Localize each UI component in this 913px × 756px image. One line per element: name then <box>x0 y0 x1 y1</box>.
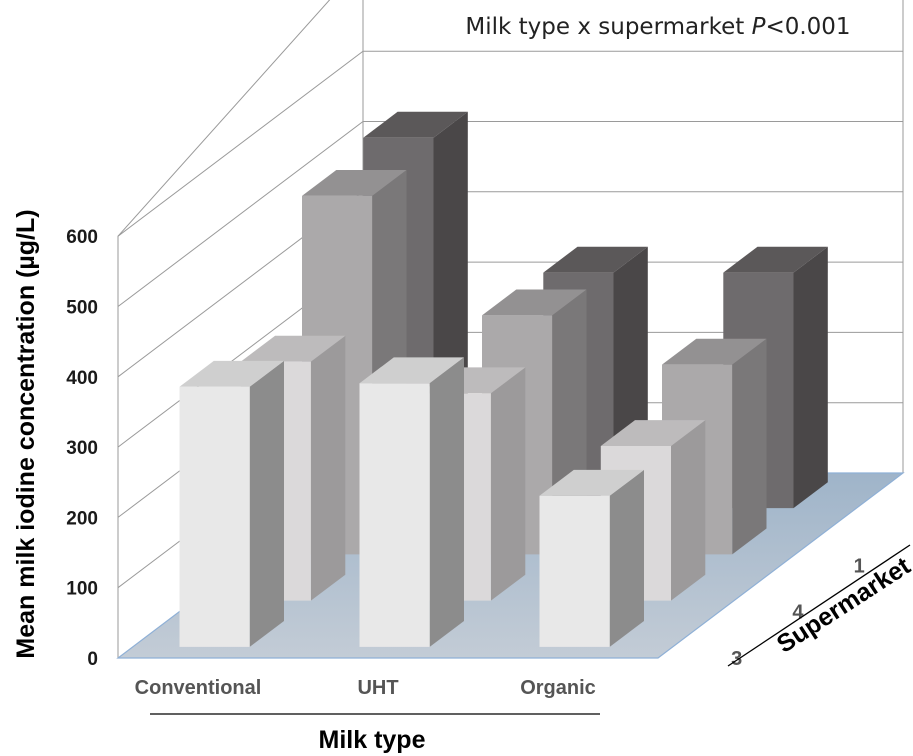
bar <box>359 357 464 647</box>
bar-top <box>543 246 648 273</box>
category-label: Organic <box>520 677 596 699</box>
y-tick-label: 400 <box>66 368 98 389</box>
series-label: 3 <box>731 648 742 670</box>
y-tick-label: 0 <box>87 649 98 670</box>
series-label: 4 <box>792 602 804 624</box>
y-tick-label: 100 <box>66 579 98 600</box>
bar-top <box>662 338 767 365</box>
bar-side <box>732 338 767 555</box>
bar-top <box>359 357 464 384</box>
chart-title: Milk type x supermarket P<0.001 <box>465 14 850 40</box>
bar-side <box>249 360 284 647</box>
bar <box>179 360 284 647</box>
bar-top <box>363 111 468 138</box>
bar-top <box>723 246 828 273</box>
bar-side <box>429 357 464 647</box>
y-tick-label: 200 <box>66 508 98 529</box>
category-label: Conventional <box>135 677 262 699</box>
back-wall-edge <box>902 0 904 473</box>
y-tick-label: 500 <box>66 298 98 319</box>
bar-front <box>539 495 610 647</box>
bar <box>539 469 644 647</box>
category-label: UHT <box>357 677 398 699</box>
depth-axis-rule <box>727 544 911 667</box>
gridline <box>117 50 903 237</box>
x-axis-title: Milk type <box>319 726 426 754</box>
bar-top <box>302 170 407 196</box>
bar-side <box>793 246 828 509</box>
bar-front <box>359 383 430 647</box>
y-tick-label: 600 <box>66 227 98 248</box>
bar-top <box>482 289 587 316</box>
bar-side <box>310 335 346 601</box>
bar-top <box>240 335 346 362</box>
y-tick-label: 300 <box>66 438 98 459</box>
bar-top <box>179 360 284 387</box>
bar-side <box>609 469 644 647</box>
bar-top <box>600 420 706 446</box>
bar-top <box>539 469 644 496</box>
bar-front <box>179 386 250 647</box>
series-label: 1 <box>854 555 865 577</box>
bar-side <box>490 367 526 601</box>
bar-side <box>671 420 706 601</box>
y-axis-title: Mean milk iodine concentration (µg/L) <box>12 209 40 658</box>
bars <box>179 111 828 647</box>
